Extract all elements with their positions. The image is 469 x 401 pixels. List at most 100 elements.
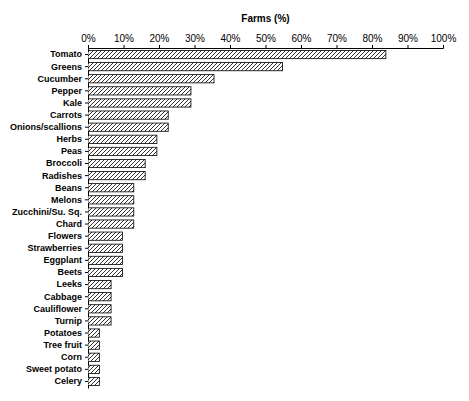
y-tick: Pepper [51,86,88,96]
y-tick-mark [85,151,88,152]
y-tick: Leeks [56,279,88,289]
bar [88,244,122,252]
y-tick-mark [85,345,88,346]
bar [88,172,145,180]
y-tick: Celery [54,376,88,386]
y-tick-label: Cucumber [37,74,82,84]
y-tick: Peas [61,146,88,156]
x-tick: 50% [256,33,276,48]
y-tick-label: Celery [54,376,82,386]
y-tick-mark [85,308,88,309]
x-tick: 40% [220,33,240,48]
plot: 0% 10% 20% 30% 40% 50% 60% 70% 80% 90% 100% Tomato G… [10,33,456,389]
x-tick: 30% [185,33,205,48]
x-tick: 80% [362,33,382,48]
y-tick-label: Tomato [50,49,82,59]
y-tick-mark [85,199,88,200]
x-tick: 100% [431,33,457,48]
bar [88,329,99,337]
y-tick: Cucumber [37,74,88,84]
x-tick-label: 60% [291,33,311,44]
bar [88,317,111,325]
y-tick-label: Sweet potato [26,364,83,374]
y-tick-label: Zucchini/Su. Sq. [12,207,82,217]
bar [88,63,283,71]
x-tick-label: 50% [256,33,276,44]
x-tick: 0% [81,33,96,48]
y-tick: Herbs [56,134,88,144]
x-tick-mark [337,45,338,48]
y-tick-mark [85,54,88,55]
y-tick-label: Leeks [56,279,82,289]
x-tick-label: 40% [220,33,240,44]
y-tick-mark [85,127,88,128]
y-tick-label: Radishes [42,171,82,181]
bar [88,232,122,240]
x-tick: 60% [291,33,311,48]
x-axis: 0% 10% 20% 30% 40% 50% 60% 70% 80% 90% 100% [81,33,456,49]
x-tick-label: 100% [431,33,457,44]
y-tick-label: Potatoes [44,328,82,338]
x-tick-label: 80% [362,33,382,44]
y-tick-mark [85,320,88,321]
y-tick: Eggplant [44,255,89,265]
y-tick: Turnip [55,316,88,326]
bar [88,135,157,143]
y-tick-mark [85,78,88,79]
x-tick-mark [443,45,444,48]
y-tick: Greens [51,62,88,72]
y-tick-label: Carrots [50,110,82,120]
y-tick-label: Peas [61,146,82,156]
bar [88,377,99,385]
y-tick: Beans [55,183,88,193]
bar [88,305,111,313]
y-tick: Flowers [48,231,88,241]
y-tick-mark [85,369,88,370]
x-tick-label: 0% [81,33,96,44]
y-tick-mark [85,175,88,176]
y-tick-label: Onions/scallions [10,122,82,132]
y-tick-mark [85,102,88,103]
chart-container: 0% 10% 20% 30% 40% 50% 60% 70% 80% 90% 100% Tomato G… [0,0,469,401]
y-tick-mark [85,163,88,164]
bar [88,256,122,264]
y-tick: Broccoli [46,158,88,168]
y-tick-mark [85,272,88,273]
y-tick-mark [85,284,88,285]
bar [88,75,214,83]
y-tick-mark [85,224,88,225]
y-tick-label: Greens [51,62,82,72]
y-tick-mark [85,90,88,91]
y-tick-mark [85,248,88,249]
x-tick-label: 90% [398,33,418,44]
y-tick: Beets [57,267,88,277]
y-tick-mark [85,211,88,212]
bar [88,280,111,288]
bars [88,50,386,385]
y-tick-label: Beets [57,267,82,277]
y-tick: Cabbage [44,292,88,302]
bar [88,123,168,131]
y-tick: Melons [51,195,88,205]
x-tick-label: 30% [185,33,205,44]
x-tick-mark [124,45,125,48]
y-tick-label: Turnip [55,316,83,326]
y-tick-label: Beans [55,183,82,193]
y-tick-mark [85,187,88,188]
y-tick-label: Broccoli [46,158,82,168]
y-axis: TomatoGreensCucumberPepperKaleCarrotsOni… [10,49,89,389]
x-tick-label: 70% [327,33,347,44]
bar [88,341,99,349]
y-tick-label: Strawberries [27,243,82,253]
y-tick-label: Tree fruit [43,340,82,350]
y-tick-mark [85,381,88,382]
y-tick-mark [85,357,88,358]
y-tick-label: Chard [56,219,82,229]
x-tick: 10% [114,33,134,48]
y-tick: Cauliflower [33,304,88,314]
x-tick: 20% [149,33,169,48]
bar [88,147,157,155]
bar [88,293,111,301]
y-tick-mark [85,139,88,140]
y-tick: Radishes [42,171,88,181]
